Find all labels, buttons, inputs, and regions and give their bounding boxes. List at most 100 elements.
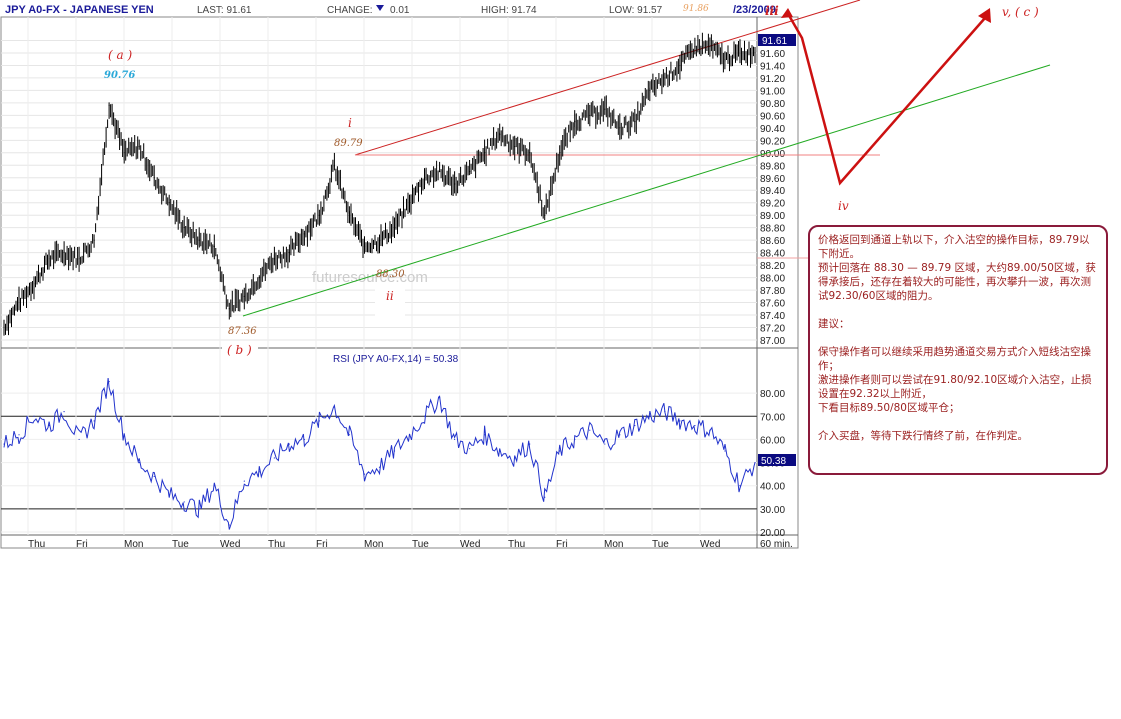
price-tick-label: 90.40 <box>760 124 785 135</box>
rsi-point <box>604 443 606 445</box>
price-point <box>18 301 20 304</box>
rsi-point <box>438 397 441 399</box>
wave-i-value: 89.79 <box>334 138 363 149</box>
price-point <box>529 152 531 154</box>
time-tick-label: Tue <box>412 539 429 550</box>
price-tick-label: 88.40 <box>760 249 785 260</box>
wave-b-value: 87.36 <box>228 326 257 337</box>
note-paragraph-2: 预计回落在 88.30 — 89.79 区域，大约89.00/50区域，获得承接… <box>818 262 1096 302</box>
time-tick-label: Tue <box>172 539 189 550</box>
rsi-point <box>574 438 576 441</box>
price-point <box>619 127 621 129</box>
rsi-point <box>318 420 321 422</box>
rsi-point <box>93 420 95 422</box>
last-price: LAST: 91.61 <box>197 5 252 16</box>
rsi-point <box>198 508 200 510</box>
price-point <box>123 152 125 154</box>
time-tick-label: Mon <box>124 539 143 550</box>
price-point <box>739 52 741 54</box>
price-point <box>213 245 215 247</box>
note-paragraph-1: 价格返回到通道上轨以下，介入沽空的操作目标，89.79以下附近。 <box>818 234 1090 260</box>
time-tick-label: Mon <box>364 539 383 550</box>
wave-ii-label: ii <box>386 289 394 303</box>
price-point <box>484 152 486 154</box>
price-tick-label: 91.20 <box>760 74 785 85</box>
rsi-point <box>544 496 546 498</box>
price-point <box>544 214 546 216</box>
rsi-point <box>108 380 110 383</box>
note-paragraph-5: 激进操作者则可以尝试在91.80/92.10区域介入沽空，止损设置在92.32以… <box>818 374 1092 400</box>
rsi-point <box>739 485 741 487</box>
price-point <box>78 258 80 260</box>
time-tick-label: Wed <box>460 539 480 550</box>
price-point <box>469 170 471 173</box>
rsi-point <box>48 424 50 427</box>
time-tick-label: Thu <box>508 539 525 550</box>
price-tick-label: 89.40 <box>760 186 785 197</box>
price-point <box>93 239 95 241</box>
price-tick-label: 91.40 <box>760 61 785 72</box>
rsi-point <box>649 415 651 417</box>
price-tick-label: 90.20 <box>760 136 785 147</box>
watermark: futuresource.com <box>312 269 428 286</box>
wave-projection-arrowhead-iii <box>781 8 793 18</box>
rsi-tick-label: 40.00 <box>760 482 785 493</box>
price-series <box>3 32 756 336</box>
wave-v-label: v, ( c ) <box>1002 5 1039 19</box>
price-point <box>153 177 155 179</box>
rsi-point <box>303 438 305 441</box>
price-tick-label: 90.00 <box>760 149 785 160</box>
wave-a-value: 90.76 <box>104 70 135 81</box>
price-point <box>138 145 140 148</box>
channel-upper-line <box>354 0 861 156</box>
rsi-point <box>138 461 140 464</box>
time-tick-label: Fri <box>76 539 88 550</box>
price-point <box>649 89 651 91</box>
price-tick-label: 90.80 <box>760 99 785 110</box>
price-point <box>348 214 351 216</box>
price-point <box>694 46 696 48</box>
rsi-tick-label: 80.00 <box>760 389 785 400</box>
note-paragraph-4: 保守操作者可以继续采用趋势通道交易方式介入短线沽空操作； <box>818 346 1091 372</box>
rsi-point <box>288 443 290 445</box>
rsi-point <box>123 434 125 436</box>
rsi-point <box>153 475 155 478</box>
price-point <box>228 308 230 310</box>
rsi-point <box>243 480 245 482</box>
rsi-point <box>63 411 65 413</box>
change-label: CHANGE: <box>327 5 373 16</box>
price-tick-label: 89.20 <box>760 199 785 210</box>
rsi-point <box>454 438 456 441</box>
rsi-point <box>408 434 411 436</box>
price-point <box>574 121 576 123</box>
rsi-point <box>589 429 591 431</box>
price-point <box>363 245 366 247</box>
rsi-point <box>754 461 756 464</box>
time-tick-label: Thu <box>268 539 285 550</box>
wave-b-label: ( b ) <box>227 343 252 357</box>
rsi-point <box>18 434 20 436</box>
rsi-point <box>709 429 711 431</box>
price-tick-label: 87.20 <box>760 324 785 335</box>
price-tick-label: 87.00 <box>760 336 785 347</box>
price-point <box>378 239 381 241</box>
rsi-tick-label: 20.00 <box>760 528 785 539</box>
rsi-point <box>469 448 471 450</box>
rsi-point <box>33 415 35 417</box>
rsi-point <box>228 524 230 526</box>
time-tick-label: Fri <box>316 539 328 550</box>
time-tick-label: Mon <box>604 539 623 550</box>
price-point <box>168 202 170 204</box>
rsi-line <box>3 378 756 530</box>
price-point <box>63 252 65 254</box>
rsi-point <box>694 424 696 427</box>
price-point <box>664 77 666 79</box>
rsi-series <box>3 378 756 530</box>
price-point <box>454 183 456 185</box>
wave-ii-label-bg <box>375 283 405 319</box>
time-tick-label: Thu <box>28 539 45 550</box>
price-tick-label: 87.80 <box>760 286 785 297</box>
rsi-point <box>213 485 215 487</box>
rsi-point <box>393 450 396 452</box>
rsi-point <box>348 434 351 436</box>
